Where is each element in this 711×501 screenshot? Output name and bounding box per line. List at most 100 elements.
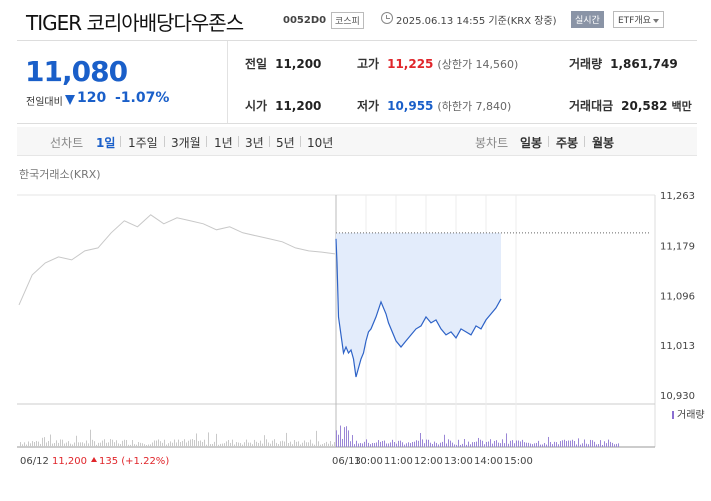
tab-period-5y[interactable]: 5년: [276, 136, 295, 150]
volume-bar: [344, 427, 345, 447]
tab-period-3m[interactable]: 3개월: [171, 136, 201, 150]
etf-overview-dropdown[interactable]: ETF개요: [613, 11, 664, 28]
tab-period-3y[interactable]: 3년: [245, 136, 264, 150]
volume-bar: [70, 443, 71, 447]
volume-bar: [564, 439, 565, 447]
volume-bar: [544, 443, 545, 447]
volume-bar: [610, 441, 611, 447]
volume-bar: [198, 441, 199, 447]
volume-bar: [132, 440, 133, 447]
volume-bar: [84, 443, 85, 447]
volume-bar: [58, 442, 59, 447]
realtime-button[interactable]: 실시간: [571, 11, 604, 28]
volume-bar: [276, 442, 277, 447]
volume-bar: [618, 443, 619, 447]
volume-bar: [300, 444, 301, 447]
volume-bar: [106, 442, 107, 447]
volume-bar: [358, 443, 359, 447]
volume-bar: [102, 440, 103, 447]
tab-candle-week[interactable]: 주봉: [556, 136, 579, 150]
volume-bar: [190, 439, 191, 447]
up-triangle-icon: [91, 457, 97, 462]
candle-chart-label: 봉차트: [475, 136, 509, 150]
tab-period-10y[interactable]: 10년: [307, 136, 334, 150]
volume-bar: [252, 444, 253, 447]
volume-bar: [204, 439, 205, 447]
volume-bar: [362, 443, 363, 447]
volume-bar: [516, 440, 517, 447]
stat-low-label: 저가: [357, 99, 380, 113]
volume-bar: [158, 439, 159, 447]
stat-prev: 전일 11,200: [245, 55, 321, 72]
volume-bar: [552, 444, 553, 447]
stat-high-value: 11,225: [387, 57, 434, 71]
volume-bar: [592, 440, 593, 447]
x-tick-label: 13:00: [444, 456, 473, 467]
volume-bar: [440, 442, 441, 447]
volume-bar: [608, 439, 609, 447]
volume-bar: [448, 439, 449, 447]
volume-bar: [76, 435, 77, 447]
volume-bar: [400, 440, 401, 447]
volume-bar: [408, 442, 409, 447]
volume-bar: [460, 444, 461, 447]
volume-bar: [262, 443, 263, 447]
tab-period-1w[interactable]: 1주일: [128, 136, 158, 150]
volume-bar: [498, 442, 499, 447]
volume-bar: [474, 442, 475, 447]
volume-bar: [430, 442, 431, 447]
volume-bar: [616, 443, 617, 447]
volume-bar: [562, 440, 563, 447]
volume-bar: [456, 444, 457, 447]
volume-bar: [470, 444, 471, 447]
volume-bar: [164, 439, 165, 447]
stat-high: 고가 11,225 (상한가 14,560): [357, 55, 518, 72]
x-tick-label: 06/13: [332, 456, 361, 467]
volume-bar: [504, 443, 505, 447]
volume-bar: [282, 440, 283, 447]
prev-summary-change: 135 (+1.22%): [99, 456, 169, 467]
volume-bar: [170, 441, 171, 447]
volume-bar: [96, 444, 97, 447]
volume-bar: [466, 444, 467, 447]
volume-bar: [336, 430, 337, 447]
volume-bar: [388, 443, 389, 447]
volume-bar: [494, 440, 495, 447]
volume-bar: [542, 444, 543, 447]
volume-bar: [140, 442, 141, 447]
volume-bar: [546, 444, 547, 447]
volume-bar: [410, 443, 411, 447]
stat-low: 저가 10,955 (하한가 7,840): [357, 97, 511, 114]
volume-bar: [326, 441, 327, 447]
volume-bar: [118, 443, 119, 447]
volume-bar: [424, 443, 425, 447]
volume-bar: [316, 430, 317, 447]
volume-bar: [208, 432, 209, 447]
stat-amount: 거래대금 20,582 백만: [569, 97, 692, 114]
volume-bar: [458, 439, 459, 447]
tab-candle-day[interactable]: 일봉: [520, 136, 543, 150]
tab-candle-month[interactable]: 월봉: [592, 136, 615, 150]
market-badge: 코스피: [331, 12, 364, 29]
stat-open-label: 시가: [245, 99, 268, 113]
volume-bar: [74, 442, 75, 447]
volume-bar: [244, 442, 245, 447]
volume-bar: [234, 444, 235, 447]
volume-bar: [218, 444, 219, 447]
volume-bar: [80, 442, 81, 447]
volume-bar: [294, 440, 295, 447]
volume-bar: [296, 441, 297, 447]
volume-bar: [590, 439, 591, 447]
volume-bar: [372, 443, 373, 447]
volume-bar: [128, 444, 129, 447]
volume-bar: [280, 441, 281, 447]
tab-period-1y[interactable]: 1년: [214, 136, 233, 150]
down-arrow-icon: [65, 95, 75, 105]
volume-bar: [368, 442, 369, 447]
volume-bar: [496, 440, 497, 447]
tab-period-1d[interactable]: 1일: [96, 136, 116, 150]
volume-bar: [178, 439, 179, 447]
volume-bar: [32, 441, 33, 447]
volume-bar: [152, 442, 153, 447]
volume-bar: [306, 442, 307, 447]
